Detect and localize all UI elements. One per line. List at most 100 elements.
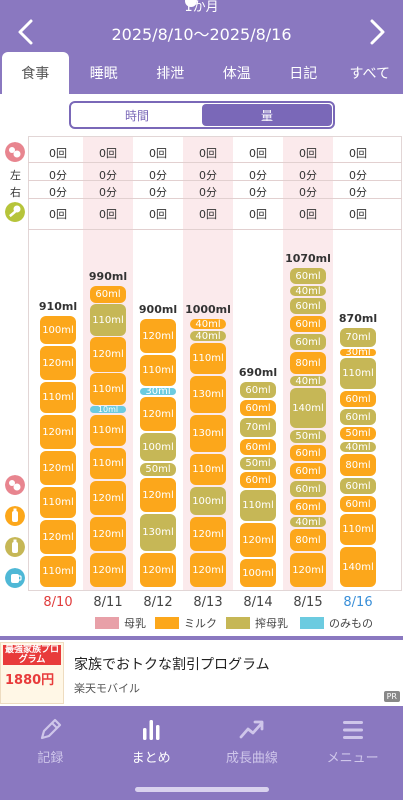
breastfeeding-icon	[5, 142, 25, 162]
bar-segment: 110ml	[190, 343, 226, 375]
date-label[interactable]: 8/11	[93, 595, 123, 610]
date-label[interactable]: 8/14	[243, 595, 273, 610]
period-slider-handle[interactable]	[185, 0, 197, 7]
bar-segment: 60ml	[340, 409, 376, 426]
pumped-count: 0回	[49, 208, 67, 221]
legend-item-drink: のみもの	[300, 615, 373, 631]
nav-summary-label: まとめ	[131, 751, 171, 766]
pencil-icon	[41, 718, 62, 740]
tab-sleep[interactable]: 睡眠	[89, 66, 118, 82]
bar-segment: 100ml	[190, 487, 226, 516]
bar-segment: 110ml	[140, 355, 176, 387]
legend-item-breast: 母乳	[95, 615, 146, 631]
breast-count: 0回	[299, 147, 317, 160]
bar-segment: 80ml	[340, 454, 376, 477]
breast-count: 0回	[99, 147, 117, 160]
bar-segment: 80ml	[290, 352, 326, 375]
bar-segment: 70ml	[240, 418, 276, 438]
breast-count: 0回	[149, 147, 167, 160]
right-minutes: 0分	[349, 186, 367, 199]
bar-segment: 120ml	[90, 517, 126, 552]
feeding-summary: 左 右 0回 0分 0分 0回 0回 0分 0分 0回 0回 0分 0分 0回 0回 0分 0分 0回 0回 0分…	[0, 136, 403, 612]
bar-segment: 50ml	[340, 427, 376, 441]
bar-segment: 110ml	[90, 304, 126, 336]
bar-segment: 60ml	[290, 298, 326, 315]
bar-segment: 60ml	[240, 439, 276, 456]
bar-segment: 120ml	[40, 520, 76, 555]
ad-pr-badge: PR	[383, 691, 400, 702]
ad-banner[interactable]: 最強家族プログラム 1880円 家族でおトクな割引プログラム 楽天モバイル PR	[0, 640, 403, 706]
legend-label-pumped: 搾母乳	[255, 617, 288, 630]
date-label[interactable]: 8/13	[193, 595, 223, 610]
right-minutes: 0分	[199, 186, 217, 199]
milk-bottle-icon	[5, 506, 25, 526]
bar-segment: 10ml	[90, 405, 126, 414]
pumped-bottle-icon	[5, 537, 25, 557]
bar-segment: 60ml	[290, 481, 326, 498]
date-label[interactable]: 8/15	[293, 595, 323, 610]
bar-segment: 100ml	[240, 559, 276, 588]
day-total-label: 910ml	[38, 300, 78, 313]
ad-title[interactable]: 家族でおトクな割引プログラム	[74, 657, 270, 673]
left-minutes: 0分	[99, 169, 117, 182]
bar-segment: 140ml	[290, 388, 326, 429]
bar-segment: 120ml	[290, 553, 326, 588]
bar-segment: 120ml	[90, 481, 126, 516]
toggle-amount[interactable]: 量	[202, 104, 332, 126]
bar-segment: 40ml	[290, 286, 326, 297]
bar-segment: 50ml	[140, 463, 176, 477]
bar-segment: 60ml	[240, 400, 276, 417]
tab-excretion[interactable]: 排泄	[156, 66, 185, 82]
ad-image[interactable]: 最強家族プログラム 1880円	[0, 642, 64, 704]
day-total-label: 900ml	[138, 303, 178, 316]
category-tabs: 食事 睡眠 排泄 体温 日記 すべて	[0, 52, 403, 94]
period-label[interactable]: 1か月	[184, 0, 219, 15]
pumped-count: 0回	[349, 208, 367, 221]
tab-all[interactable]: すべて	[349, 66, 390, 82]
right-minutes: 0分	[249, 186, 267, 199]
drink-cup-icon	[5, 568, 25, 588]
previous-week-icon[interactable]	[8, 14, 44, 50]
bar-segment: 120ml	[140, 319, 176, 354]
pumped-count: 0回	[99, 208, 117, 221]
legend-swatch-pumped	[226, 617, 250, 629]
right-minutes: 0分	[49, 186, 67, 199]
nav-summary[interactable]: まとめ	[101, 706, 202, 800]
bar-segment: 60ml	[290, 268, 326, 285]
bar-segment: 50ml	[290, 430, 326, 444]
tab-temperature[interactable]: 体温	[222, 66, 251, 82]
bar-segment: 120ml	[40, 415, 76, 450]
tab-meal[interactable]: 食事	[2, 52, 69, 94]
nav-growth-curve[interactable]: 成長曲線	[202, 706, 303, 800]
bar-segment: 60ml	[340, 391, 376, 408]
tab-diary[interactable]: 日記	[289, 66, 318, 82]
row-divider	[28, 198, 402, 199]
legend-label-breast: 母乳	[124, 617, 146, 630]
breast-milk-legend-icon	[5, 475, 25, 495]
bar-segment: 140ml	[340, 547, 376, 588]
row-divider	[28, 180, 402, 181]
bar-segment: 120ml	[190, 517, 226, 552]
bar-segment: 40ml	[290, 376, 326, 387]
day-total-label: 690ml	[238, 366, 278, 379]
nav-menu[interactable]: メニュー	[302, 706, 403, 800]
ad-source: 楽天モバイル	[74, 682, 140, 695]
next-week-icon[interactable]	[359, 14, 395, 50]
bar-segment: 120ml	[90, 337, 126, 372]
date-label[interactable]: 8/12	[143, 595, 173, 610]
date-label[interactable]: 8/16	[343, 595, 373, 610]
toggle-time[interactable]: 時間	[124, 108, 149, 123]
left-minutes: 0分	[249, 169, 267, 182]
bar-segment: 120ml	[40, 451, 76, 486]
ad-image-title: 最強家族プログラム	[3, 645, 61, 665]
ad-image-price: 1880円	[5, 673, 55, 688]
bar-segment: 110ml	[240, 490, 276, 522]
breast-count: 0回	[349, 147, 367, 160]
bar-segment: 60ml	[290, 445, 326, 462]
day-total-label: 1000ml	[185, 303, 231, 316]
bar-segment: 60ml	[290, 463, 326, 480]
nav-record[interactable]: 記録	[0, 706, 101, 800]
left-side-label: 左	[10, 169, 21, 182]
date-label[interactable]: 8/10	[43, 595, 73, 610]
home-indicator	[135, 787, 269, 792]
